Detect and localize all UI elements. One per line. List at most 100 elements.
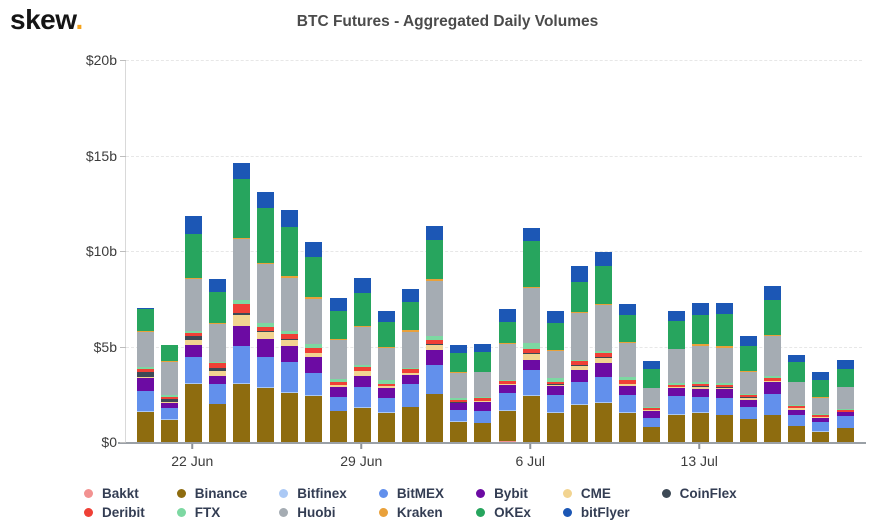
bar-segment-ftx[interactable] bbox=[184, 331, 202, 333]
bar-segment-kraken[interactable] bbox=[522, 287, 540, 288]
bar-segment-kraken[interactable] bbox=[257, 263, 275, 265]
bar-segment-ftx[interactable] bbox=[353, 364, 371, 367]
bar-segment-binance[interactable] bbox=[426, 394, 444, 442]
bar-segment-binance[interactable] bbox=[353, 408, 371, 442]
bar-segment-kraken[interactable] bbox=[764, 335, 782, 336]
bar-segment-huobi[interactable] bbox=[788, 382, 806, 405]
bar-segment-bitfinex[interactable] bbox=[595, 402, 613, 403]
bar-segment-deribit[interactable] bbox=[619, 379, 637, 384]
bar-segment-bitflyer[interactable] bbox=[595, 251, 613, 266]
bar-segment-huobi[interactable] bbox=[667, 349, 685, 383]
bar-segment-bitmex[interactable] bbox=[136, 391, 154, 412]
bar-segment-bybit[interactable] bbox=[498, 384, 516, 394]
bar-segment-deribit[interactable] bbox=[643, 408, 661, 410]
bar-segment-bybit[interactable] bbox=[595, 362, 613, 377]
bar-segment-bitfinex[interactable] bbox=[643, 426, 661, 428]
bar-segment-binance[interactable] bbox=[305, 395, 323, 442]
bar-segment-ftx[interactable] bbox=[836, 408, 854, 410]
bar-segment-deribit[interactable] bbox=[305, 348, 323, 353]
bar-segment-deribit[interactable] bbox=[136, 369, 154, 373]
bar-segment-cme[interactable] bbox=[474, 401, 492, 402]
bar-segment-coinflex[interactable] bbox=[184, 336, 202, 340]
bar-12-jul[interactable] bbox=[667, 311, 685, 442]
bar-18-jul[interactable] bbox=[812, 372, 830, 442]
bar-segment-cme[interactable] bbox=[305, 353, 323, 358]
legend-item-bitflyer[interactable]: bitFlyer bbox=[562, 505, 630, 520]
bar-segment-binance[interactable] bbox=[257, 388, 275, 442]
bar-segment-cme[interactable] bbox=[498, 384, 516, 385]
bar-segment-ftx[interactable] bbox=[402, 367, 420, 370]
bar-segment-bitmex[interactable] bbox=[160, 407, 178, 420]
bar-segment-ftx[interactable] bbox=[208, 361, 226, 364]
bar-segment-ftx[interactable] bbox=[305, 344, 323, 349]
bar-segment-bitmex[interactable] bbox=[740, 407, 757, 419]
bar-segment-bybit[interactable] bbox=[522, 359, 540, 370]
bar-segment-bybit[interactable] bbox=[402, 375, 420, 384]
bar-segment-binance[interactable] bbox=[836, 427, 854, 442]
bar-segment-binance[interactable] bbox=[667, 414, 685, 442]
bar-segment-bitfinex[interactable] bbox=[450, 421, 468, 422]
bar-segment-binance[interactable] bbox=[740, 419, 757, 442]
bar-segment-binance[interactable] bbox=[546, 412, 564, 442]
bar-segment-coinflex[interactable] bbox=[595, 357, 613, 358]
bar-segment-bybit[interactable] bbox=[715, 389, 733, 398]
bar-segment-bitflyer[interactable] bbox=[474, 343, 492, 353]
bar-segment-bybit[interactable] bbox=[764, 382, 782, 394]
bar-segment-kraken[interactable] bbox=[233, 237, 251, 240]
bar-16-jul[interactable] bbox=[764, 286, 782, 442]
bar-segment-huobi[interactable] bbox=[377, 347, 395, 381]
bar-28-jun[interactable] bbox=[329, 298, 347, 442]
bar-segment-huobi[interactable] bbox=[474, 372, 492, 397]
bar-segment-coinflex[interactable] bbox=[305, 352, 323, 354]
bar-segment-cme[interactable] bbox=[715, 387, 733, 390]
bar-segment-huobi[interactable] bbox=[619, 342, 637, 377]
bar-segment-binance[interactable] bbox=[715, 415, 733, 442]
bar-segment-bybit[interactable] bbox=[233, 326, 251, 346]
bar-segment-kraken[interactable] bbox=[740, 370, 757, 372]
bar-segment-okex[interactable] bbox=[715, 313, 733, 346]
bar-segment-binance[interactable] bbox=[184, 384, 202, 442]
bar-segment-binance[interactable] bbox=[136, 412, 154, 442]
bar-segment-okex[interactable] bbox=[498, 321, 516, 344]
bar-segment-binance[interactable] bbox=[595, 402, 613, 442]
bar-segment-bybit[interactable] bbox=[836, 412, 854, 417]
bar-segment-kraken[interactable] bbox=[353, 325, 371, 328]
bar-segment-cme[interactable] bbox=[184, 339, 202, 345]
bar-segment-bitmex[interactable] bbox=[257, 356, 275, 388]
bar-segment-deribit[interactable] bbox=[498, 380, 516, 384]
bar-segment-okex[interactable] bbox=[740, 345, 757, 371]
bar-segment-kraken[interactable] bbox=[281, 276, 299, 278]
bar-segment-bitmex[interactable] bbox=[836, 416, 854, 428]
bar-segment-bybit[interactable] bbox=[281, 345, 299, 362]
bar-segment-ftx[interactable] bbox=[571, 359, 589, 362]
bar-27-jun[interactable] bbox=[305, 242, 323, 442]
bar-segment-okex[interactable] bbox=[377, 321, 395, 348]
bar-segment-huobi[interactable] bbox=[571, 313, 589, 360]
bar-segment-bitflyer[interactable] bbox=[571, 266, 589, 282]
bar-segment-bitflyer[interactable] bbox=[619, 304, 637, 315]
bar-segment-okex[interactable] bbox=[667, 321, 685, 349]
bar-segment-cme[interactable] bbox=[643, 410, 661, 411]
bar-segment-bitmex[interactable] bbox=[546, 394, 564, 413]
bar-13-jul[interactable] bbox=[691, 303, 709, 442]
bar-segment-bybit[interactable] bbox=[619, 385, 637, 395]
bar-segment-bitflyer[interactable] bbox=[184, 215, 202, 234]
bar-segment-bitfinex[interactable] bbox=[522, 395, 540, 396]
bar-segment-deribit[interactable] bbox=[184, 332, 202, 337]
bar-29-jun[interactable] bbox=[353, 277, 371, 442]
bar-segment-ftx[interactable] bbox=[281, 331, 299, 334]
bar-segment-bybit[interactable] bbox=[450, 403, 468, 411]
bar-segment-okex[interactable] bbox=[691, 315, 709, 344]
bar-segment-bybit[interactable] bbox=[160, 402, 178, 408]
bar-segment-kraken[interactable] bbox=[619, 342, 637, 343]
bar-segment-okex[interactable] bbox=[402, 302, 420, 330]
bar-segment-deribit[interactable] bbox=[257, 326, 275, 331]
bar-segment-okex[interactable] bbox=[571, 281, 589, 313]
bar-segment-okex[interactable] bbox=[546, 322, 564, 351]
bar-segment-huobi[interactable] bbox=[329, 339, 347, 379]
bar-17-jul[interactable] bbox=[788, 354, 806, 442]
bar-segment-cme[interactable] bbox=[208, 370, 226, 376]
bar-segment-cme[interactable] bbox=[377, 386, 395, 388]
bar-segment-binance[interactable] bbox=[160, 419, 178, 442]
bar-11-jul[interactable] bbox=[643, 360, 661, 442]
